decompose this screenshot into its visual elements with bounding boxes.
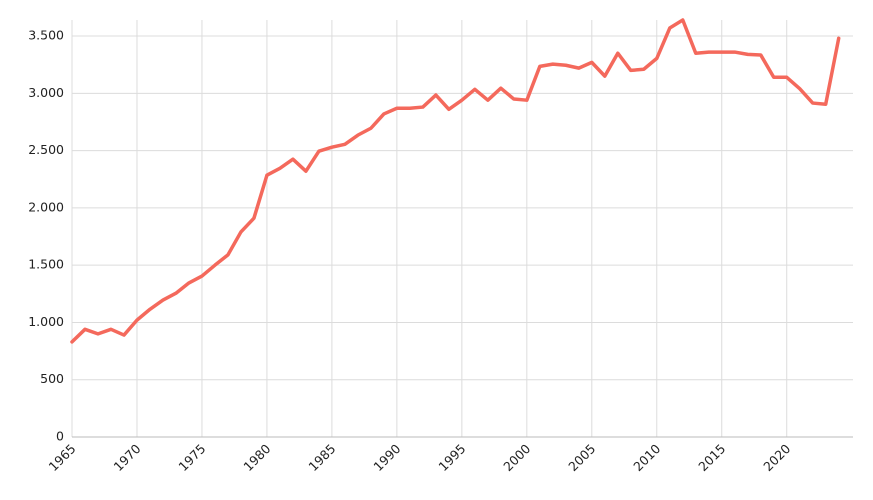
x-tick-label: 1995 <box>435 441 468 474</box>
y-tick-label: 3.000 <box>28 85 64 100</box>
x-tick-label: 2010 <box>630 441 663 474</box>
x-tick-label: 2015 <box>695 441 728 474</box>
y-tick-label: 500 <box>40 371 64 386</box>
x-tick-label: 1975 <box>175 441 208 474</box>
x-tick-label: 1980 <box>240 441 273 474</box>
y-tick-label: 1.500 <box>28 257 64 272</box>
y-tick-label: 1.000 <box>28 314 64 329</box>
x-tick-label: 2005 <box>565 441 598 474</box>
y-tick-label: 2.500 <box>28 142 64 157</box>
x-tick-label: 2020 <box>760 441 793 474</box>
x-tick-label: 1965 <box>45 441 78 474</box>
y-tick-label: 0 <box>56 429 64 444</box>
y-tick-label: 3.500 <box>28 28 64 43</box>
line-series <box>70 18 841 344</box>
x-tick-label: 1990 <box>370 441 403 474</box>
y-tick-label: 2.000 <box>28 199 64 214</box>
x-tick-label: 2000 <box>500 441 533 474</box>
x-tick-label: 1985 <box>305 441 338 474</box>
x-tick-label: 1970 <box>110 441 143 474</box>
